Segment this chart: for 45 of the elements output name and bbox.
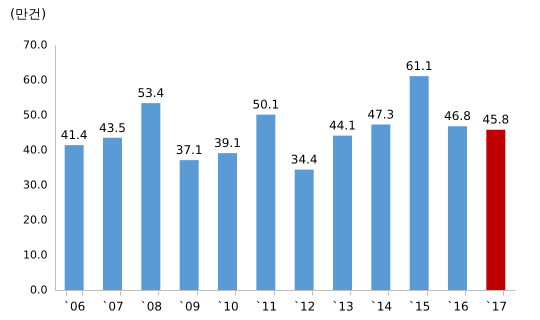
y-tick-label: 0.0	[30, 284, 48, 296]
bar	[371, 124, 390, 290]
data-label: 39.1	[214, 136, 241, 150]
bar	[141, 103, 160, 290]
x-tick-label: `13	[332, 300, 354, 314]
y-tick-label: 30.0	[23, 178, 48, 192]
y-tick-label: 40.0	[23, 144, 48, 156]
bar	[64, 145, 84, 290]
x-tick-label: `16	[447, 300, 469, 314]
bar	[180, 160, 199, 290]
bar	[333, 136, 352, 290]
data-label: 44.1	[329, 118, 356, 133]
data-label: 53.4	[137, 86, 164, 100]
x-tick-label: `06	[64, 300, 86, 314]
x-tick-label: `14	[370, 300, 392, 314]
data-label: 37.1	[176, 143, 203, 158]
data-label: 61.1	[406, 59, 433, 74]
data-label: 43.5	[99, 120, 126, 135]
data-label: 47.3	[367, 107, 394, 122]
y-tick-label: 10.0	[23, 248, 48, 262]
data-label: 34.4	[290, 152, 318, 167]
bar	[218, 153, 237, 290]
bar	[448, 126, 467, 290]
data-label: 45.8	[482, 112, 510, 127]
y-tick-label: 60.0	[23, 74, 48, 86]
x-tick-label: `15	[409, 300, 430, 314]
data-label: 46.8	[444, 109, 471, 124]
y-axis-title: (만건)	[10, 7, 46, 22]
bar	[486, 130, 506, 290]
x-tick-label: `17	[486, 300, 507, 314]
bar	[294, 170, 314, 290]
x-tick-label: `09	[179, 300, 200, 314]
x-tick-label: `07	[102, 300, 124, 314]
y-tick-label: 70.0	[23, 38, 48, 52]
bar	[410, 76, 429, 290]
x-tick-label: `12	[294, 300, 316, 314]
x-tick-label: `11	[256, 300, 277, 314]
data-label: 50.1	[252, 98, 280, 112]
x-tick-label: `10	[217, 300, 239, 314]
bar	[103, 138, 122, 290]
data-label: 41.4	[60, 128, 88, 142]
y-tick-label: 20.0	[23, 214, 48, 226]
x-tick-label: `08	[140, 300, 162, 314]
y-tick-label: 50.0	[23, 108, 48, 122]
bar	[256, 114, 276, 290]
